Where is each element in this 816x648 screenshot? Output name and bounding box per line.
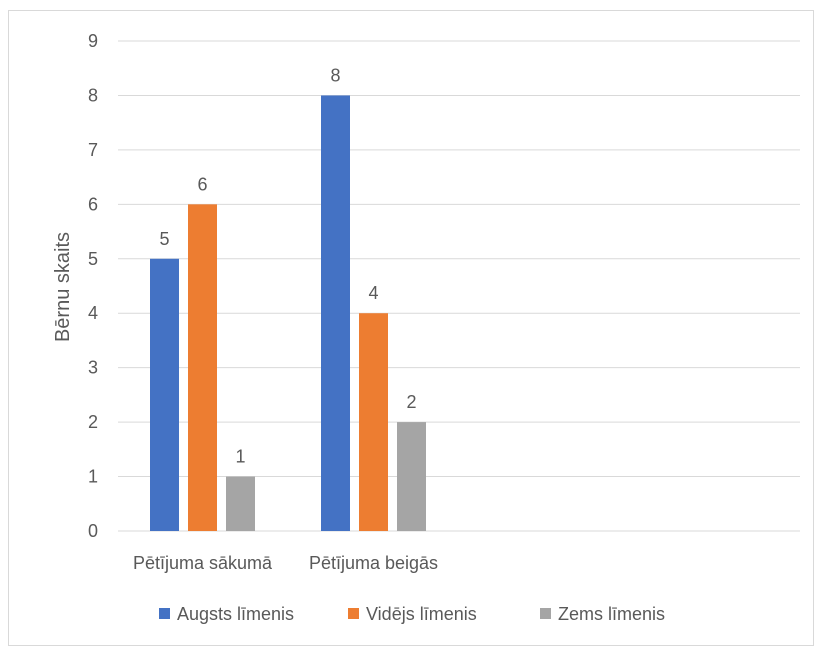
data-label-2-1: 6 [197,174,207,194]
y-axis-title: Bērnu skaits [52,232,74,342]
bar-1-1 [150,258,179,531]
category-label-2: Pētījuma beigās [309,553,438,573]
data-label-1-1: 5 [159,229,169,249]
bar-3-2 [397,422,426,531]
y-tick-label-9: 9 [88,31,98,51]
data-label-3-1: 1 [235,447,245,467]
bar-2-2 [359,313,388,531]
legend: Augsts līmenis Vidējs līmenis Zems līmenis [159,604,665,624]
gridlines [118,40,800,478]
data-label-3-2: 2 [406,392,416,412]
data-labels: 5 6 1 8 4 2 [159,65,416,466]
data-label-1-2: 8 [330,65,340,85]
y-axis-ticks: 0 1 2 3 4 5 6 7 8 9 [88,31,98,541]
data-label-2-2: 4 [368,283,378,303]
legend-label-3: Zems līmenis [558,604,665,624]
y-tick-label-6: 6 [88,194,98,214]
y-tick-label-4: 4 [88,303,98,323]
legend-swatch-3 [540,608,551,619]
legend-label-1: Augsts līmenis [177,604,294,624]
y-tick-label-1: 1 [88,467,98,487]
bar-1-2 [321,95,350,531]
bars [150,95,426,532]
legend-label-2: Vidējs līmenis [366,604,477,624]
y-tick-label-5: 5 [88,249,98,269]
y-tick-label-8: 8 [88,85,98,105]
category-labels: Pētījuma sākumā Pētījuma beigās [133,553,438,573]
y-tick-label-7: 7 [88,140,98,160]
y-tick-label-3: 3 [88,358,98,378]
category-label-1: Pētījuma sākumā [133,553,273,573]
y-tick-label-0: 0 [88,521,98,541]
bar-2-1 [188,204,217,532]
legend-swatch-2 [348,608,359,619]
legend-swatch-1 [159,608,170,619]
bar-3-1 [226,476,255,531]
chart-frame [8,10,814,646]
y-tick-label-2: 2 [88,412,98,432]
